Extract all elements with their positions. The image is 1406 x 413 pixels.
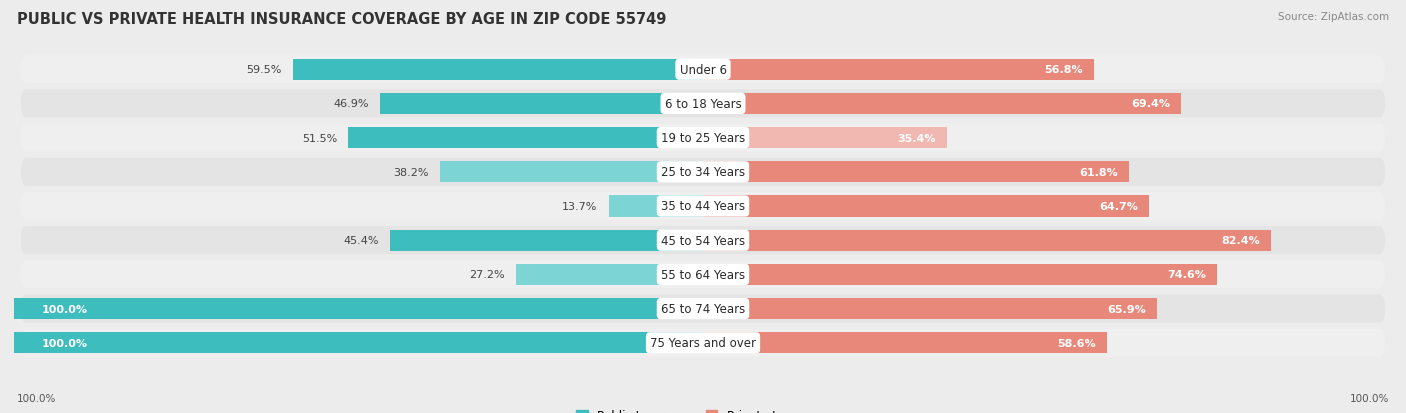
Text: 19 to 25 Years: 19 to 25 Years [661, 132, 745, 145]
Text: 46.9%: 46.9% [333, 99, 368, 109]
Text: 100.0%: 100.0% [42, 338, 87, 348]
Text: 64.7%: 64.7% [1099, 202, 1137, 211]
Text: 75 Years and over: 75 Years and over [650, 337, 756, 349]
Text: 35.4%: 35.4% [897, 133, 936, 143]
Text: 56.8%: 56.8% [1045, 65, 1083, 75]
FancyBboxPatch shape [21, 295, 1385, 323]
FancyBboxPatch shape [21, 261, 1385, 289]
Text: 58.6%: 58.6% [1057, 338, 1095, 348]
Text: 45 to 54 Years: 45 to 54 Years [661, 234, 745, 247]
FancyBboxPatch shape [21, 90, 1385, 118]
Text: 100.0%: 100.0% [42, 304, 87, 314]
Bar [292, 59, 703, 81]
Text: 51.5%: 51.5% [302, 133, 337, 143]
Text: 25 to 34 Years: 25 to 34 Years [661, 166, 745, 179]
Text: 82.4%: 82.4% [1220, 236, 1260, 246]
Bar [703, 128, 946, 149]
Bar [14, 332, 703, 354]
Bar [380, 94, 703, 115]
FancyBboxPatch shape [21, 124, 1385, 152]
Bar [609, 196, 703, 217]
Text: 65 to 74 Years: 65 to 74 Years [661, 302, 745, 316]
FancyBboxPatch shape [21, 192, 1385, 221]
Text: 27.2%: 27.2% [470, 270, 505, 280]
Bar [703, 94, 1181, 115]
Bar [703, 298, 1157, 319]
FancyBboxPatch shape [21, 159, 1385, 186]
Bar [14, 298, 703, 319]
Text: 59.5%: 59.5% [246, 65, 283, 75]
Bar [349, 128, 703, 149]
Text: PUBLIC VS PRIVATE HEALTH INSURANCE COVERAGE BY AGE IN ZIP CODE 55749: PUBLIC VS PRIVATE HEALTH INSURANCE COVER… [17, 12, 666, 27]
Text: 6 to 18 Years: 6 to 18 Years [665, 97, 741, 111]
Bar [703, 230, 1271, 251]
Text: 45.4%: 45.4% [343, 236, 380, 246]
Text: 55 to 64 Years: 55 to 64 Years [661, 268, 745, 281]
Text: 13.7%: 13.7% [562, 202, 598, 211]
Bar [703, 332, 1107, 354]
Bar [703, 196, 1149, 217]
Bar [703, 162, 1129, 183]
Text: 74.6%: 74.6% [1167, 270, 1206, 280]
Text: 38.2%: 38.2% [394, 167, 429, 177]
FancyBboxPatch shape [21, 329, 1385, 357]
Text: 100.0%: 100.0% [17, 393, 56, 403]
Text: 100.0%: 100.0% [1350, 393, 1389, 403]
Text: 65.9%: 65.9% [1108, 304, 1146, 314]
Text: 61.8%: 61.8% [1078, 167, 1118, 177]
Legend: Public Insurance, Private Insurance: Public Insurance, Private Insurance [571, 404, 835, 413]
Bar [703, 59, 1094, 81]
FancyBboxPatch shape [21, 56, 1385, 84]
Bar [440, 162, 703, 183]
Bar [703, 264, 1218, 285]
Bar [391, 230, 703, 251]
FancyBboxPatch shape [21, 227, 1385, 254]
Bar [516, 264, 703, 285]
Text: Source: ZipAtlas.com: Source: ZipAtlas.com [1278, 12, 1389, 22]
Text: Under 6: Under 6 [679, 64, 727, 76]
Text: 69.4%: 69.4% [1130, 99, 1170, 109]
Text: 35 to 44 Years: 35 to 44 Years [661, 200, 745, 213]
